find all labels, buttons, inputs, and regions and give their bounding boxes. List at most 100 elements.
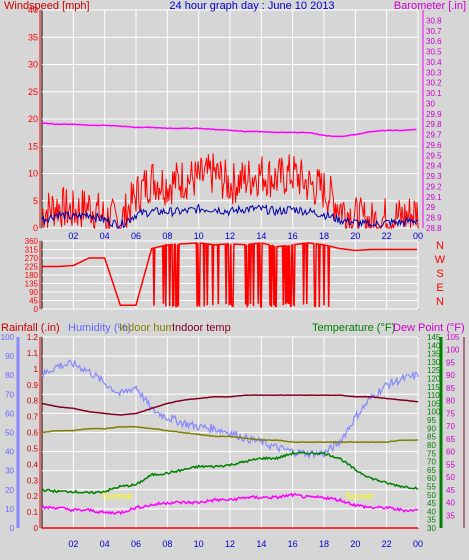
time-tick-label: 16 — [288, 539, 298, 549]
indoor-hum-line — [41, 425, 418, 444]
time-tick-label: 06 — [131, 231, 141, 241]
dew-point-line — [41, 492, 419, 516]
time-tick-label: 18 — [319, 231, 329, 241]
barometer-tick-label: 30.4 — [426, 58, 442, 67]
humidity-legend-label: Humidity (%) — [68, 322, 131, 334]
humidity-tick-label: 20 — [5, 486, 14, 495]
dew-point-tick-label: 55 — [446, 460, 455, 469]
barometer-tick-label: 30.5 — [426, 48, 442, 57]
dew-point-tick-label: 65 — [446, 435, 455, 444]
dew-point-tick-label: 90 — [446, 371, 455, 380]
barometer-tick-label: 29 — [426, 203, 435, 212]
sunrise-annotation: Sunrise — [102, 491, 133, 501]
temperature-tick-label: 70 — [427, 458, 436, 467]
wind-axis-title: Windspeed [mph] — [4, 0, 90, 12]
wind-tick-label: 25 — [28, 87, 38, 97]
temperature-tick-label: 130 — [427, 358, 441, 367]
humidity-tick-label: 30 — [5, 467, 14, 476]
temperature-tick-label: 125 — [427, 366, 441, 375]
wind-tick-label: 20 — [28, 114, 38, 124]
rainfall-tick-label: 0.7 — [27, 413, 39, 422]
temperature-tick-label: 105 — [427, 399, 441, 408]
time-tick-label: 08 — [162, 539, 172, 549]
temperature-tick-label: 55 — [427, 482, 436, 491]
rainfall-tick-label: 0.3 — [27, 476, 39, 485]
temperature-tick-label: 30 — [427, 524, 436, 533]
indoor-temp-legend-label: Indoor temp — [172, 322, 231, 334]
barometer-tick-label: 30.3 — [426, 68, 442, 77]
barometer-tick-label: 28.8 — [426, 224, 442, 233]
time-tick-label: 10 — [194, 539, 204, 549]
time-tick-label: 04 — [100, 231, 110, 241]
time-tick-label: 18 — [319, 539, 329, 549]
time-tick-label: 12 — [225, 231, 235, 241]
barometer-tick-label: 28.9 — [426, 214, 442, 223]
humidity-tick-label: 50 — [5, 429, 14, 438]
wind-tick-label: 30 — [28, 60, 38, 70]
temperature-tick-label: 80 — [427, 441, 436, 450]
dew-point-tick-label: 50 — [446, 473, 455, 482]
temperature-tick-label: 110 — [427, 391, 440, 400]
temperature-tick-label: 40 — [427, 507, 436, 516]
wind-tick-label: 40 — [28, 5, 38, 15]
time-tick-label: 14 — [256, 539, 266, 549]
direction-tick-label: 135 — [25, 280, 39, 289]
direction-tick-label: 315 — [25, 246, 39, 255]
temperature-axis-title: Temperature (°F) — [312, 322, 395, 334]
time-tick-label: 08 — [162, 231, 172, 241]
temperature-tick-label: 115 — [427, 383, 440, 392]
dew-point-axis-title: Dew Point (°F) — [393, 322, 465, 334]
graph-title: 24 hour graph day : June 10 2013 — [169, 0, 334, 12]
rainfall-tick-label: 0.8 — [27, 397, 39, 406]
time-tick-label: 00 — [413, 231, 423, 241]
humidity-tick-label: 60 — [5, 409, 14, 418]
sunset-annotation: Sunset — [345, 491, 374, 501]
time-tick-label: 06 — [131, 539, 141, 549]
dew-point-tick-label: 60 — [446, 448, 455, 457]
time-tick-label: 00 — [413, 539, 423, 549]
compass-label: N — [436, 240, 444, 252]
barometer-tick-label: 29.2 — [426, 182, 442, 191]
barometer-tick-label: 30 — [426, 99, 435, 108]
wind-tick-label: 10 — [28, 169, 38, 179]
barometer-tick-label: 29.4 — [426, 162, 442, 171]
rainfall-tick-label: 0.1 — [27, 508, 39, 517]
time-tick-label: 22 — [382, 539, 392, 549]
dew-point-tick-label: 75 — [446, 409, 455, 418]
barometer-tick-label: 29.3 — [426, 172, 442, 181]
time-tick-label: 10 — [194, 231, 204, 241]
time-tick-label: 22 — [382, 231, 392, 241]
temperature-tick-label: 50 — [427, 491, 436, 500]
compass-label: W — [435, 254, 446, 266]
average-wind-line — [41, 203, 419, 229]
rainfall-tick-label: 0 — [34, 524, 39, 533]
rainfall-tick-label: 1.1 — [27, 349, 39, 358]
rainfall-tick-label: 0.4 — [27, 460, 39, 469]
dew-point-tick-label: 105 — [446, 333, 460, 342]
barometer-tick-label: 30.1 — [426, 89, 442, 98]
direction-tick-label: 360 — [25, 237, 39, 246]
barometer-tick-label: 30.8 — [426, 16, 442, 25]
compass-label: S — [436, 268, 443, 280]
temperature-tick-label: 90 — [427, 424, 436, 433]
temperature-tick-label: 45 — [427, 499, 436, 508]
humidity-tick-label: 0 — [10, 524, 15, 533]
humidity-tick-label: 90 — [5, 352, 14, 361]
time-tick-label: 04 — [100, 539, 110, 549]
rainfall-tick-label: 0.5 — [27, 444, 39, 453]
temperature-tick-label: 85 — [427, 433, 436, 442]
barometer-tick-label: 29.7 — [426, 131, 442, 140]
rainfall-tick-label: 0.2 — [27, 492, 39, 501]
wind-tick-label: 15 — [28, 141, 38, 151]
dew-point-tick-label: 95 — [446, 358, 455, 367]
barometer-tick-label: 30.2 — [426, 79, 442, 88]
time-tick-label: 20 — [350, 231, 360, 241]
dew-point-tick-label: 100 — [446, 346, 460, 355]
direction-tick-label: 180 — [25, 271, 39, 280]
temperature-tick-label: 145 — [427, 333, 441, 342]
humidity-tick-label: 10 — [5, 505, 14, 514]
humidity-tick-label: 40 — [5, 448, 14, 457]
direction-tick-label: 45 — [29, 297, 38, 306]
